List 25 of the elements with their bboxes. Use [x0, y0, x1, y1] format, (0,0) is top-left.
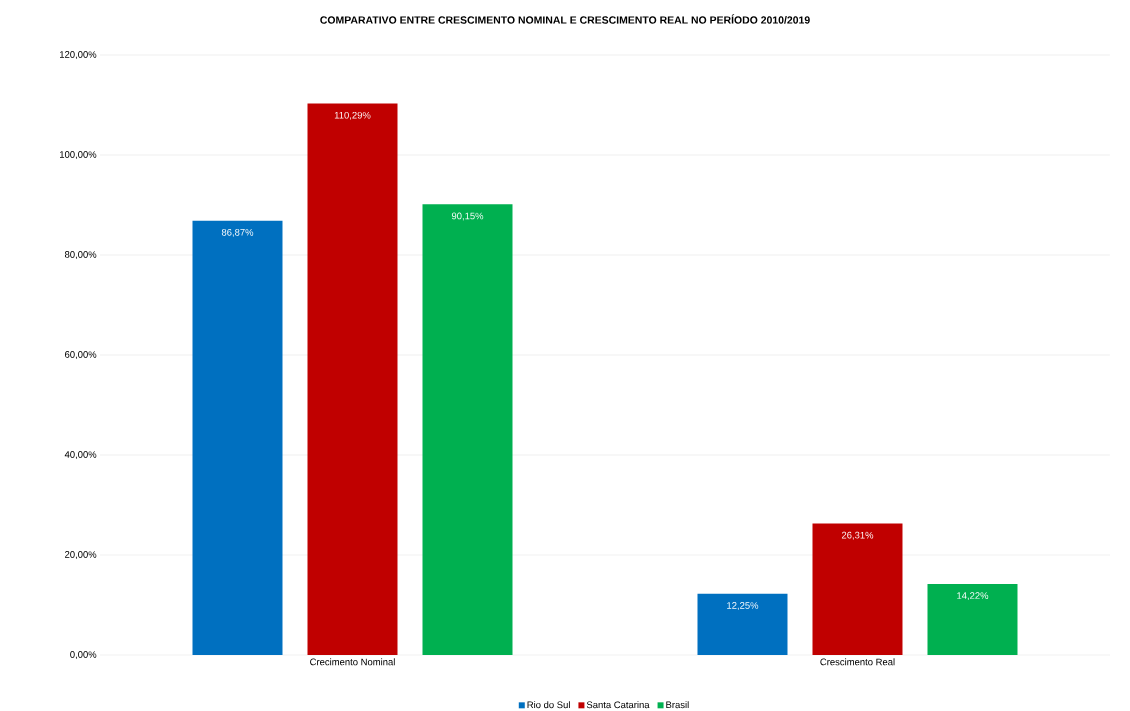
data-label: 12,25% [727, 602, 759, 610]
legend-label: Brasil [666, 701, 689, 709]
y-tick-label: 80,00% [64, 251, 97, 259]
y-tick-label: 120,00% [60, 51, 97, 59]
y-tick-label: 40,00% [64, 451, 97, 459]
bar [192, 220, 283, 655]
bar [697, 593, 788, 655]
y-tick-label: 100,00% [60, 151, 97, 159]
chart-title: COMPARATIVO ENTRE CRESCIMENTO NOMINAL E CRESCIMENTO REAL NO PERÍODO 2010/2019 [320, 14, 810, 24]
data-label: 86,87% [221, 229, 254, 237]
data-label: 110,29% [334, 111, 371, 120]
y-tick-label: 20,00% [65, 551, 97, 559]
x-tick-label: Crecimento Nominal [310, 658, 395, 666]
data-label: 26,31% [841, 531, 874, 540]
legend-label: Santa Catarina [586, 701, 650, 709]
x-tick-label: Crescimento Real [820, 658, 895, 666]
data-label: 14,22% [957, 592, 989, 601]
y-tick-label: 60,00% [65, 351, 97, 359]
bar [812, 523, 903, 655]
data-label: 90,15% [451, 212, 484, 221]
bar [307, 103, 398, 655]
legend-label: Rio do Sul [527, 701, 570, 709]
y-tick-label: 0,00% [70, 651, 97, 659]
bar [927, 583, 1018, 655]
bar [422, 204, 513, 655]
